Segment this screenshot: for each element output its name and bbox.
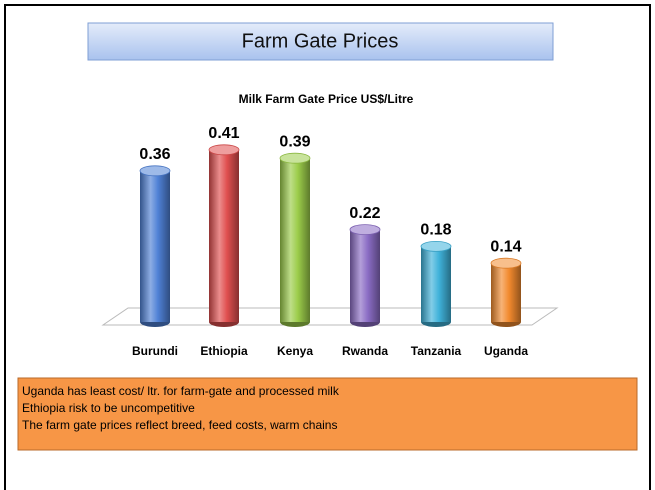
title-box — [87, 22, 554, 61]
value-label: 0.36 — [139, 146, 170, 163]
x-tick-label: Ethiopia — [200, 344, 248, 358]
x-tick-label: Tanzania — [411, 344, 462, 358]
x-tick-label: Rwanda — [342, 344, 388, 358]
value-label: 0.39 — [279, 133, 310, 150]
bars: 0.36 Burundi 0.41 Ethiopia 0.39 Kenya 0.22 Rwan… — [132, 125, 528, 358]
x-tick-label: Kenya — [277, 344, 313, 358]
value-label: 0.22 — [349, 205, 380, 222]
bar-top — [208, 144, 240, 156]
slide-title: Farm Gate Prices — [242, 30, 399, 52]
bar-top — [279, 152, 311, 164]
bar — [491, 263, 521, 322]
bar — [280, 158, 310, 322]
bar-top — [490, 257, 522, 269]
bar — [421, 246, 451, 322]
x-tick-label: Burundi — [132, 344, 178, 358]
note: The farm gate prices reflect breed, feed… — [22, 418, 337, 432]
bar — [140, 170, 170, 322]
bar — [209, 149, 239, 322]
x-tick-label: Uganda — [484, 344, 528, 358]
value-label: 0.18 — [420, 222, 451, 239]
chart-floor — [101, 307, 559, 326]
value-label: 0.41 — [208, 125, 239, 142]
bar-top — [139, 165, 171, 177]
slide-border — [4, 4, 651, 490]
note: Ethiopia risk to be uncompetitive — [22, 401, 195, 415]
notes-box — [17, 377, 638, 451]
note: Uganda has least cost/ ltr. for farm-gat… — [22, 384, 340, 398]
bar — [350, 229, 380, 322]
chart-title: Milk Farm Gate Price US$/Litre — [239, 92, 414, 106]
bar-top — [349, 224, 381, 236]
value-label: 0.14 — [490, 238, 521, 255]
bar-top — [420, 240, 452, 252]
